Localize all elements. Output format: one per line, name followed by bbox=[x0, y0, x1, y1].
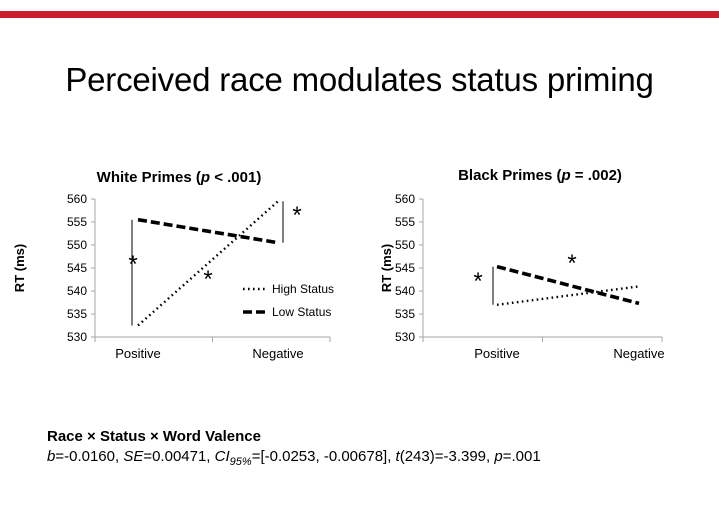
y-tick-label: 560 bbox=[67, 192, 87, 206]
chart-title-suffix: < .001) bbox=[210, 169, 261, 186]
y-tick-label: 555 bbox=[67, 215, 87, 229]
y-tick-label: 555 bbox=[395, 215, 415, 229]
series-line-low-status bbox=[137, 217, 279, 245]
series-line-high-status bbox=[496, 285, 640, 306]
x-category-label: Negative bbox=[613, 346, 664, 361]
chart-title: White Primes (p < .001) bbox=[97, 169, 262, 186]
stat-se-value: =0.00471, bbox=[143, 448, 215, 465]
charts-area: White Primes (p < .001)53053554054555055… bbox=[12, 167, 665, 361]
y-tick-label: 530 bbox=[395, 330, 415, 344]
y-tick-label: 550 bbox=[395, 238, 415, 252]
chart-panel-2: Black Primes (p = .002) 530 535 540 545 550 55… bbox=[379, 167, 665, 361]
chart-title-p: p bbox=[200, 169, 210, 186]
y-axis-label: RT (ms) bbox=[379, 244, 394, 292]
stat-b-label: b bbox=[47, 448, 56, 465]
stat-se-label: SE bbox=[123, 448, 144, 465]
stat-ci-subscript: 95% bbox=[229, 456, 252, 468]
chart-title-prefix: Black Primes ( bbox=[458, 167, 561, 184]
stat-b-value: =-0.0160, bbox=[55, 448, 124, 465]
significance-asterisk: * bbox=[292, 202, 301, 229]
stat-t-label: t bbox=[395, 448, 400, 465]
significance-asterisk: * bbox=[128, 251, 137, 278]
top-accent-bar bbox=[0, 11, 719, 18]
y-tick-label: 545 bbox=[395, 261, 415, 275]
chart-title-prefix: White Primes ( bbox=[97, 169, 201, 186]
x-category-label: Negative bbox=[252, 346, 303, 361]
statistics-block: Race × Status × Word Valence b=-0.0160, … bbox=[47, 427, 541, 472]
stats-heading: Race × Status × Word Valence bbox=[47, 428, 261, 445]
x-category-label: Positive bbox=[474, 346, 520, 361]
y-tick-label: 545 bbox=[67, 261, 87, 275]
y-tick-label: 530 bbox=[67, 330, 87, 344]
stat-ci-label: CI bbox=[214, 448, 230, 465]
series-line-high-status bbox=[137, 200, 279, 327]
slide-title: Perceived race modulates status priming bbox=[65, 61, 654, 98]
chart-title-suffix: = .002) bbox=[571, 167, 622, 184]
stats-line: b=-0.0160, SE=0.00471, CI95%=[-0.0253, -… bbox=[47, 447, 541, 472]
legend-label: High Status bbox=[272, 282, 334, 296]
stat-t-value: (243)=-3.399, bbox=[399, 448, 495, 465]
stat-ci-value: =[-0.0253, -0.00678], bbox=[251, 448, 396, 465]
x-category-label: Positive bbox=[115, 346, 161, 361]
series-line-low-status bbox=[496, 264, 640, 306]
y-tick-label: 560 bbox=[395, 192, 415, 206]
significance-asterisk: * bbox=[567, 250, 576, 277]
chart-panel-1: White Primes (p < .001) 530 535 540 545 550 55… bbox=[12, 169, 334, 361]
significance-asterisk: * bbox=[473, 268, 482, 295]
y-tick-label: 540 bbox=[395, 284, 415, 298]
chart-title: Black Primes (p = .002) bbox=[458, 167, 622, 184]
y-axis-label: RT (ms) bbox=[12, 244, 27, 292]
stat-p-value: =.001 bbox=[502, 448, 541, 465]
y-tick-label: 550 bbox=[67, 238, 87, 252]
y-tick-label: 535 bbox=[67, 307, 87, 321]
y-tick-label: 540 bbox=[67, 284, 87, 298]
stat-p-label: p bbox=[494, 448, 503, 465]
legend-label: Low Status bbox=[272, 305, 331, 319]
y-tick-label: 535 bbox=[395, 307, 415, 321]
significance-asterisk: * bbox=[203, 266, 212, 293]
chart-title-p: p bbox=[560, 167, 570, 184]
